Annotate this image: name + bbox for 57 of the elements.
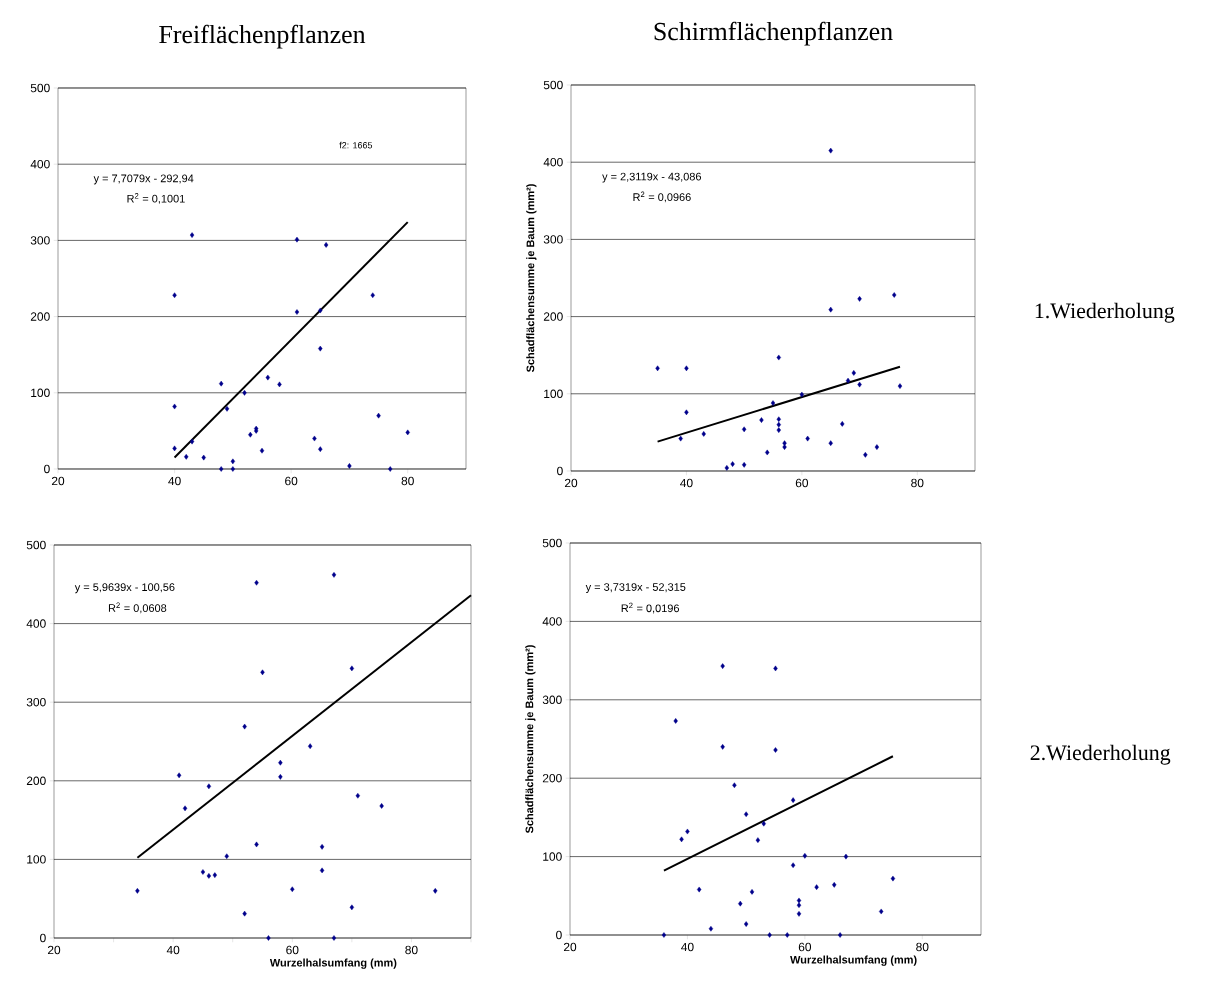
y-tick-label: 400: [542, 617, 562, 626]
x-tick-label: 80: [911, 478, 924, 488]
y-tick-label: 0: [556, 930, 562, 940]
x-tick-label: 60: [798, 942, 812, 952]
y-tick-label: 300: [26, 697, 46, 707]
y-tick-label: 400: [30, 159, 50, 169]
x-tick-label: 80: [401, 476, 414, 486]
x-tick-label: 40: [168, 476, 181, 486]
text: 2.Wiederholung: [1030, 744, 1171, 765]
y-tick-label: 100: [27, 855, 46, 864]
text: 1.Wiederholung: [1035, 302, 1175, 323]
x-axis-title: Wurzelhalsumfang (mm): [790, 955, 917, 966]
x-tick-label: 40: [680, 478, 693, 488]
x-tick-label: 20: [563, 942, 577, 952]
y-tick-label: 0: [44, 464, 50, 474]
y-tick-label: 200: [26, 776, 46, 786]
y-tick-label: 100: [544, 389, 563, 399]
x-tick-label: 40: [166, 945, 180, 955]
y-tick-label: 0: [557, 466, 563, 476]
y-tick-label: 300: [30, 236, 50, 245]
y-axis-title: Schadflächensumme je Baum (mm²): [526, 184, 537, 373]
x-tick-label: 80: [405, 945, 418, 955]
annotation: R$^{2}$ = 0,0966: [633, 191, 691, 203]
annotation: R$^{2}$ = 0,0196: [621, 602, 679, 614]
x-tick-label: 20: [51, 476, 65, 486]
y-tick-label: 0: [40, 933, 46, 943]
y-tick-label: 500: [542, 538, 562, 548]
y-tick-label: 200: [30, 312, 50, 321]
x-tick-label: 40: [681, 942, 694, 952]
y-tick-label: 100: [31, 388, 50, 398]
annotation: y = 3,7319x - 52,315: [585, 583, 686, 594]
y-tick-label: 400: [543, 157, 563, 167]
y-tick-label: 300: [542, 695, 562, 705]
y-tick-label: 500: [30, 83, 50, 93]
x-tick-label: 20: [47, 945, 61, 955]
y-tick-label: 500: [543, 80, 563, 90]
annotation: y = 7,7079x - 292,94: [93, 174, 194, 185]
annotation: y = 5,9639x - 100,56: [74, 583, 175, 594]
y-tick-label: 300: [543, 235, 563, 244]
x-tick-label: 20: [564, 478, 578, 488]
x-tick-label: 60: [795, 478, 809, 488]
annotation: y = 2,3119x - 43,086: [602, 172, 702, 183]
y-axis-title: Schadflächensumme je Baum (mm²): [525, 645, 536, 834]
annotation: f2: 1665: [339, 141, 373, 149]
y-tick-label: 200: [542, 773, 562, 783]
x-tick-label: 60: [286, 945, 299, 955]
x-tick-label: 80: [916, 942, 929, 952]
y-tick-label: 100: [543, 852, 562, 861]
y-tick-label: 200: [543, 312, 563, 321]
y-tick-label: 500: [26, 540, 46, 550]
annotation: R$^{2}$ = 0,0608: [108, 602, 167, 614]
x-tick-label: 60: [285, 476, 298, 486]
y-tick-label: 400: [26, 619, 46, 628]
chart-title: Freiflächenpflanzen: [159, 24, 366, 49]
annotation: R$^{2}$ = 0,1001: [127, 193, 185, 204]
x-axis-title: Wurzelhalsumfang (mm): [269, 958, 397, 969]
chart-title: Schirmflächenpflanzen: [654, 21, 893, 46]
